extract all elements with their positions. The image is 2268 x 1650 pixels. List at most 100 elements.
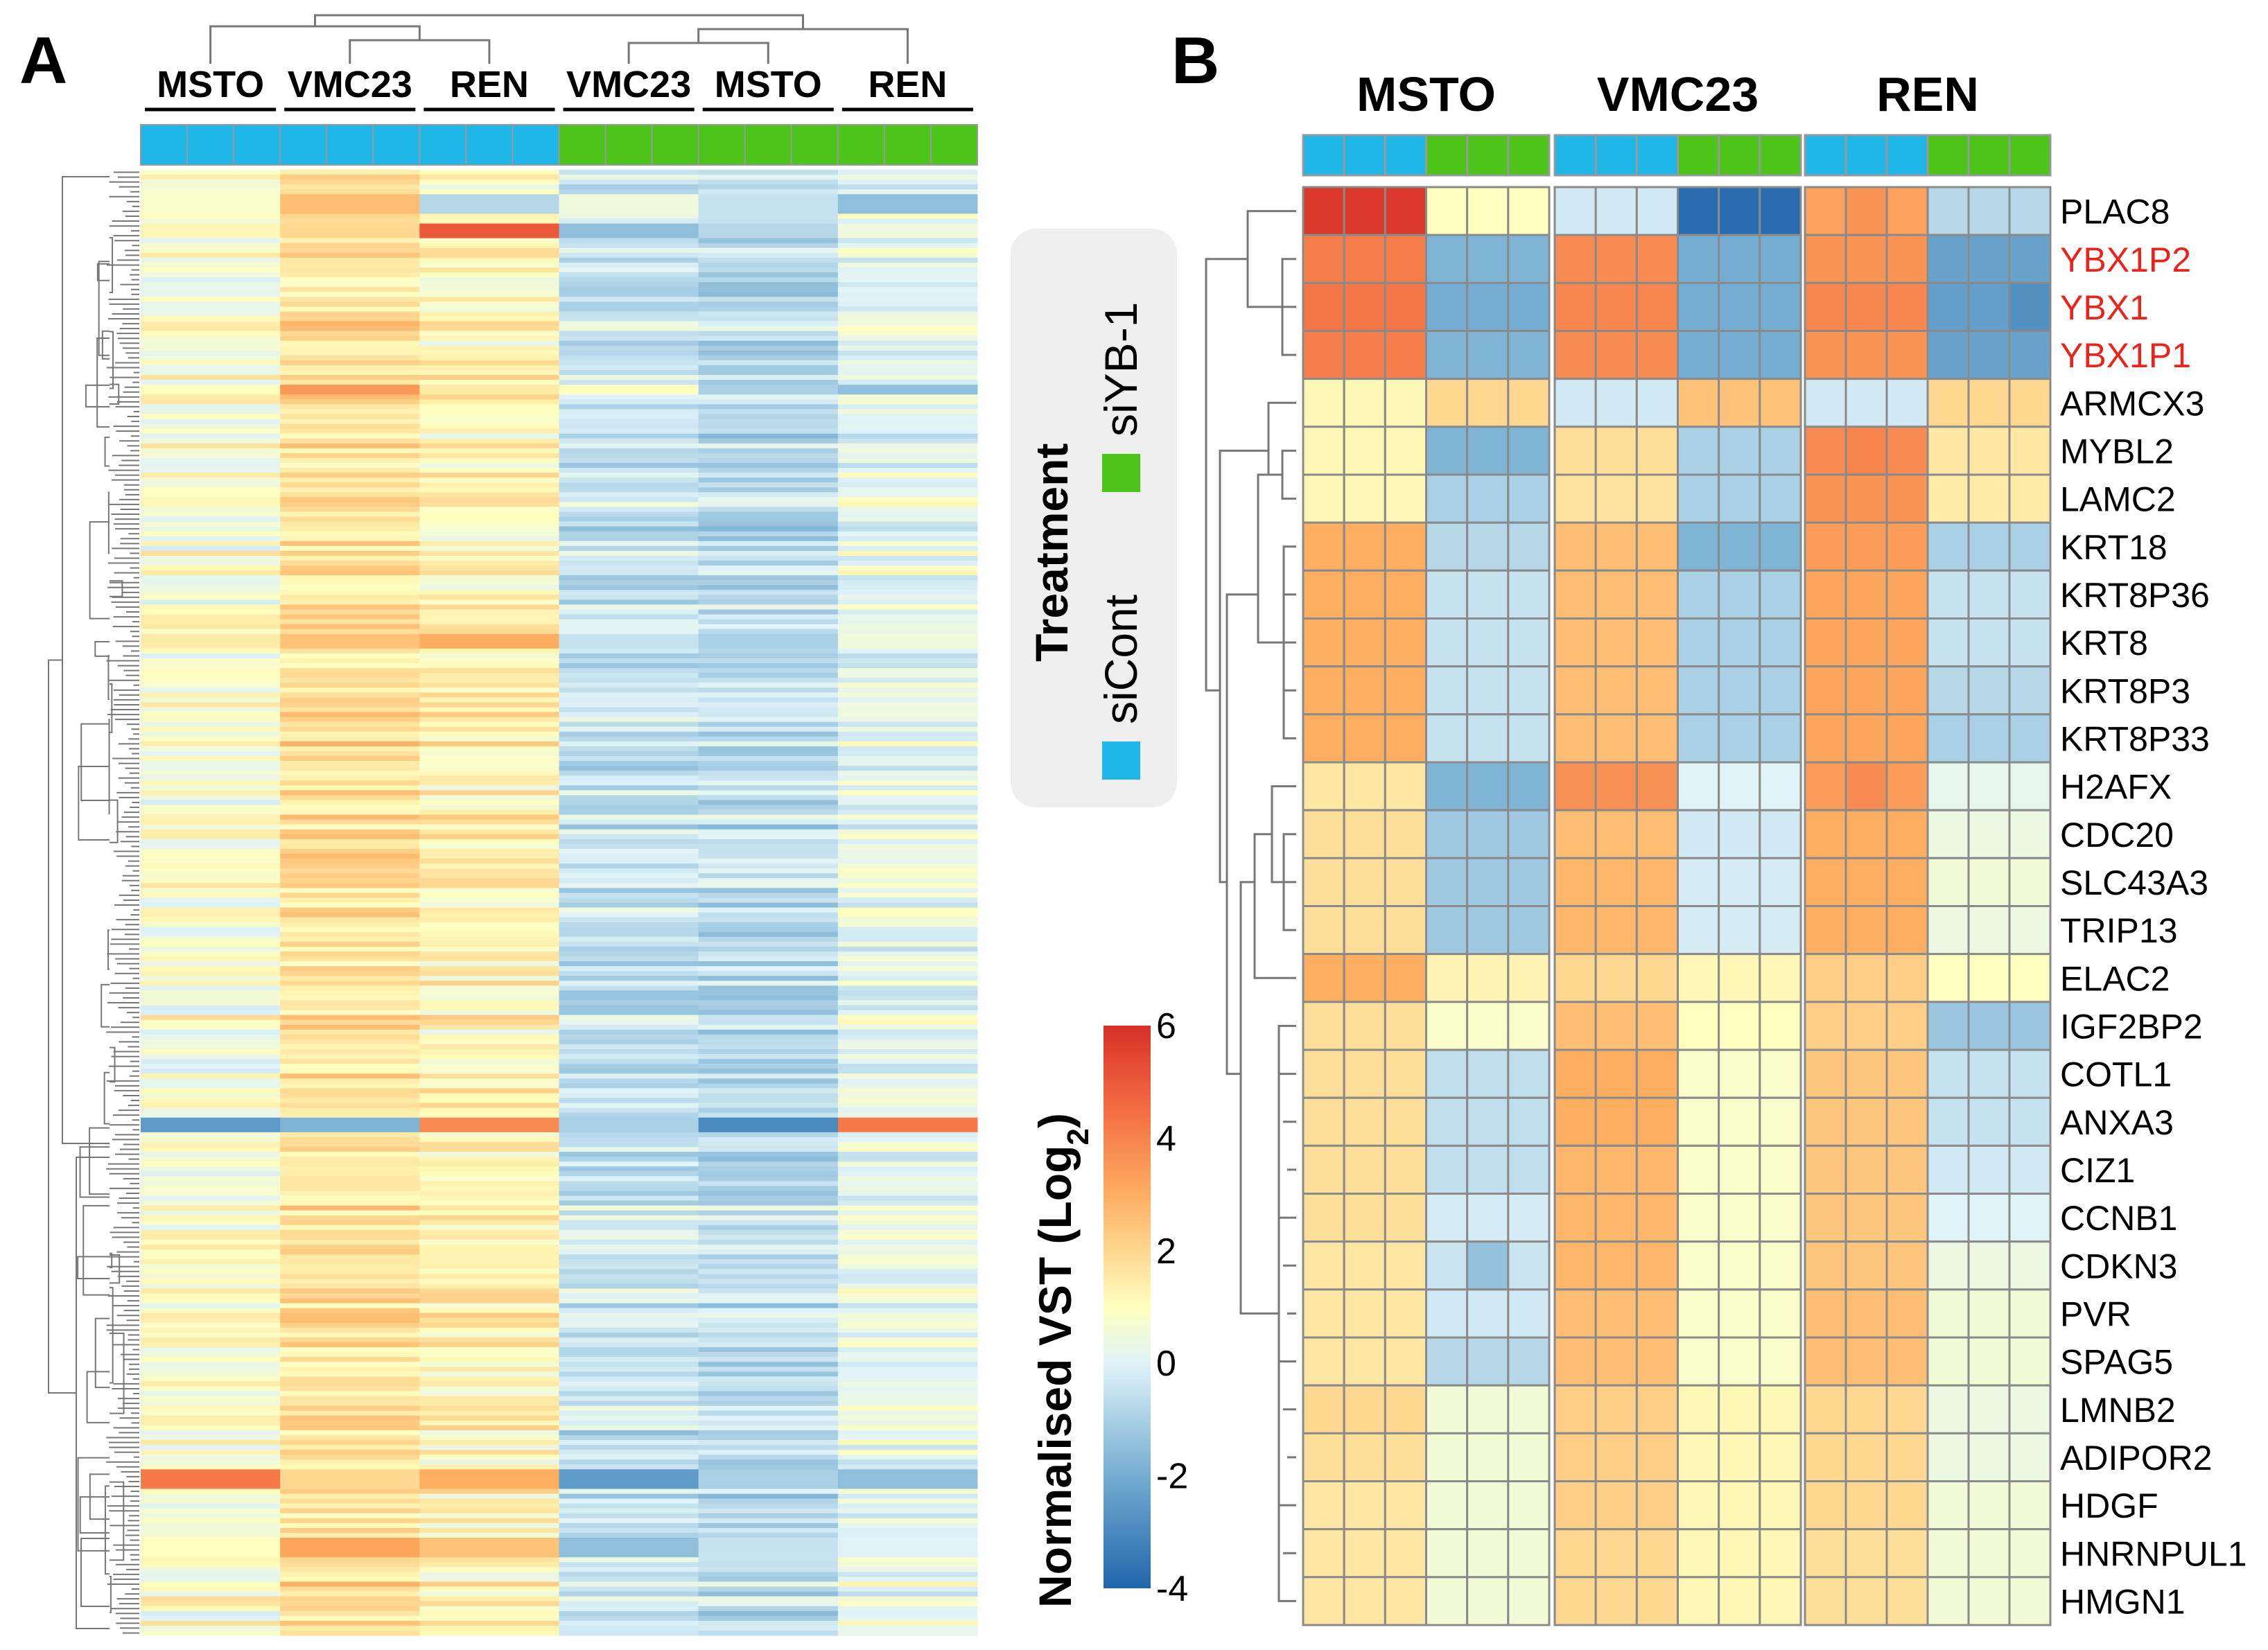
- dendrogram-branch: [80, 723, 110, 802]
- heatmap-cell: [1425, 1240, 1469, 1291]
- heatmap-cell: [837, 448, 978, 454]
- heatmap-cell: [280, 262, 420, 268]
- heatmap-cell: [419, 531, 559, 537]
- heatmap-cell: [559, 848, 699, 854]
- heatmap-cell: [141, 1098, 281, 1104]
- panel-b-group-label: VMC23: [1597, 67, 1759, 121]
- heatmap-cell: [837, 761, 978, 766]
- heatmap-cell: [419, 673, 559, 678]
- heatmap-cell: [698, 345, 839, 351]
- heatmap-cell: [698, 507, 839, 512]
- heatmap-cell: [280, 301, 420, 307]
- heatmap-cell: [280, 1415, 420, 1421]
- heatmap-cell: [559, 287, 699, 292]
- heatmap-cell: [1594, 569, 1638, 620]
- heatmap-cell: [698, 531, 839, 537]
- heatmap-cell: [559, 277, 699, 283]
- heatmap-cell: [419, 292, 559, 297]
- heatmap-cell: [280, 487, 420, 493]
- heatmap-cell: [837, 1489, 978, 1495]
- heatmap-cell: [1804, 1480, 1847, 1531]
- heatmap-cell: [837, 570, 978, 576]
- heatmap-cell: [1553, 1001, 1597, 1051]
- heatmap-cell: [419, 1625, 559, 1631]
- heatmap-cell: [559, 668, 699, 674]
- heatmap-cell: [1302, 473, 1345, 524]
- heatmap-cell: [1343, 665, 1386, 716]
- heatmap-cell: [419, 1572, 559, 1577]
- heatmap-cell: [280, 1303, 420, 1309]
- heatmap-cell: [280, 272, 420, 278]
- heatmap-cell: [837, 697, 978, 703]
- heatmap-cell: [698, 233, 839, 239]
- heatmap-cell: [698, 287, 839, 292]
- heatmap-cell: [1466, 713, 1510, 764]
- heatmap-cell: [280, 893, 420, 898]
- heatmap-cell: [837, 1557, 978, 1563]
- heatmap-cell: [419, 463, 559, 468]
- heatmap-cell: [141, 189, 281, 195]
- heatmap-cell: [280, 1288, 420, 1294]
- heatmap-cell: [837, 380, 978, 385]
- heatmap-cell: [559, 1171, 699, 1177]
- panel-b-heatmap: MSTO VMC23 REN PLAC8YBX1P2YBX1YBX1P1ARMCX3…: [1205, 67, 2247, 1626]
- heatmap-cell: [419, 1279, 559, 1284]
- dendrogram-branch: [98, 261, 110, 356]
- heatmap-cell: [280, 1298, 420, 1304]
- heatmap-cell: [419, 1166, 559, 1172]
- heatmap-cell: [280, 199, 420, 204]
- heatmap-cell: [280, 218, 420, 225]
- heatmap-cell: [419, 1493, 559, 1500]
- heatmap-cell: [698, 1245, 839, 1250]
- heatmap-cell: [1804, 1193, 1847, 1243]
- heatmap-cell: [698, 521, 839, 527]
- heatmap-cell: [1885, 330, 1929, 380]
- heatmap-cell: [280, 1518, 420, 1524]
- heatmap-cell: [141, 1527, 281, 1534]
- heatmap-cell: [280, 795, 420, 800]
- heatmap-cell: [419, 912, 559, 918]
- heatmap-cell: [698, 1259, 839, 1265]
- heatmap-cell: [559, 1313, 699, 1319]
- heatmap-cell: [698, 859, 839, 864]
- heatmap-cell: [141, 1401, 281, 1407]
- heatmap-cell: [280, 751, 420, 757]
- heatmap-cell: [419, 1425, 559, 1431]
- heatmap-cell: [141, 375, 281, 380]
- heatmap-cell: [419, 1157, 559, 1162]
- heatmap-cell: [559, 1620, 699, 1626]
- heatmap-cell: [1926, 1096, 1970, 1147]
- heatmap-cell: [419, 257, 559, 263]
- heatmap-cell: [1885, 281, 1929, 333]
- heatmap-cell: [141, 1313, 281, 1319]
- heatmap-cell: [419, 1136, 559, 1143]
- heatmap-cell: [419, 1283, 559, 1289]
- heatmap-cell: [419, 526, 559, 532]
- heatmap-cell: [1844, 378, 1888, 428]
- heatmap-cell: [2008, 1576, 2052, 1626]
- panel-a-group-labels: MSTO VMC23 REN VMC23 MSTO REN: [145, 64, 973, 112]
- heatmap-cell: [698, 1342, 839, 1348]
- heatmap-cell: [1844, 1336, 1888, 1387]
- heatmap-cell: [559, 1522, 699, 1529]
- heatmap-cell: [1343, 186, 1386, 236]
- heatmap-cell: [141, 683, 281, 688]
- heatmap-cell: [559, 746, 699, 752]
- heatmap-cell: [837, 189, 978, 195]
- heatmap-cell: [141, 1630, 281, 1636]
- treatment-cell: [1594, 134, 1638, 177]
- heatmap-cell: [419, 981, 559, 986]
- heatmap-cell: [559, 267, 699, 273]
- heatmap-cell: [698, 1538, 839, 1543]
- heatmap-cell: [1926, 569, 1970, 620]
- heatmap-cell: [280, 1508, 420, 1514]
- heatmap-cell: [1885, 713, 1929, 764]
- heatmap-cell: [419, 1054, 559, 1060]
- heatmap-cell: [1553, 234, 1597, 284]
- heatmap-cell: [280, 189, 420, 195]
- heatmap-cell: [419, 1581, 559, 1587]
- heatmap-cell: [559, 1136, 699, 1143]
- heatmap-cell: [1594, 1384, 1638, 1434]
- heatmap-cell: [419, 888, 559, 893]
- heatmap-cell: [419, 1015, 559, 1021]
